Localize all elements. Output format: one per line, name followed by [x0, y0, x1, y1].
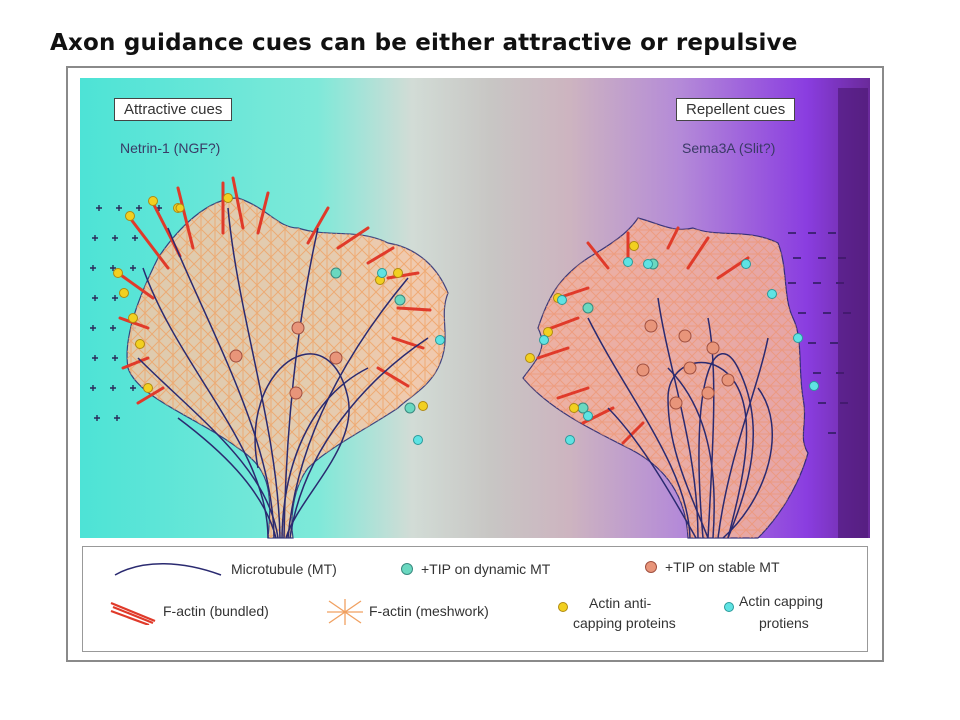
- repellent-cues-label: Repellent cues: [676, 98, 796, 121]
- legend-microtubule-label: Microtubule (MT): [231, 561, 337, 577]
- slide-title: Axon guidance cues can be either attract…: [50, 30, 798, 56]
- tip-dynamic-icon: [401, 563, 413, 575]
- bundled-actin-icon: [110, 601, 156, 625]
- attractive-gradient-markers: [90, 205, 162, 421]
- microtubule-icon: [114, 563, 222, 576]
- meshwork-icon: [327, 599, 363, 625]
- capping-icon: [724, 602, 734, 612]
- tip-stable-icon: [645, 561, 657, 573]
- repellent-cue-name: Sema3A (Slit?): [682, 140, 776, 156]
- legend-tip-stable-label: +TIP on stable MT: [665, 559, 780, 575]
- growth-cone-illustration: [80, 78, 870, 539]
- growth-cone-figure: Attractive cues Netrin-1 (NGF?) Repellen…: [66, 66, 884, 662]
- legend-tip-dynamic-label: +TIP on dynamic MT: [421, 561, 551, 577]
- legend-capping-label-2: protiens: [759, 615, 809, 631]
- legend: Microtubule (MT) +TIP on dynamic MT +TIP…: [82, 546, 868, 652]
- anti-capping-icon: [558, 602, 568, 612]
- legend-anti-capping-label-1: Actin anti-: [589, 595, 652, 611]
- legend-factin-bundled-label: F-actin (bundled): [163, 603, 269, 619]
- attractive-cues-label: Attractive cues: [114, 98, 233, 121]
- repellent-edge-stipple: [838, 88, 868, 538]
- legend-capping-label-1: Actin capping: [739, 593, 824, 609]
- attractive-growth-cone: [113, 176, 449, 539]
- attractive-cue-name: Netrin-1 (NGF?): [120, 140, 221, 156]
- legend-anti-capping-label-2: capping proteins: [573, 615, 676, 631]
- repellent-growth-cone: [522, 217, 819, 539]
- legend-factin-meshwork-label: F-actin (meshwork): [369, 603, 489, 619]
